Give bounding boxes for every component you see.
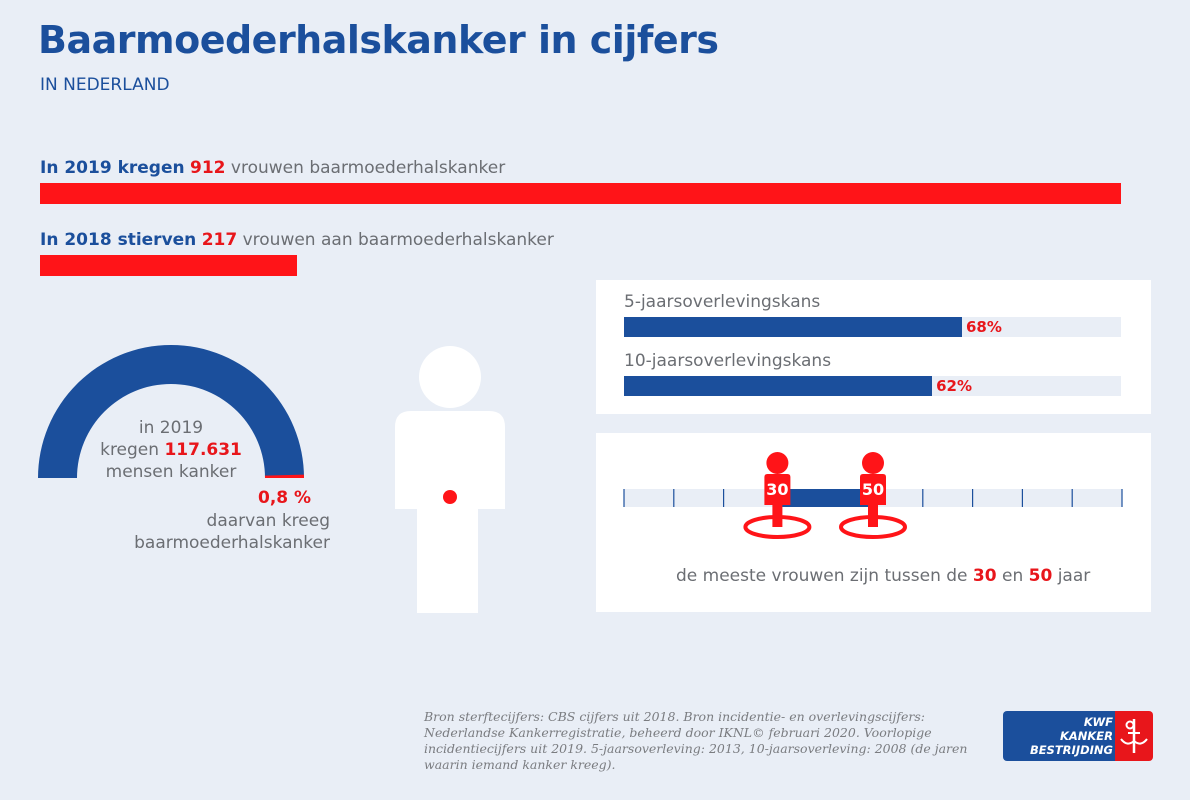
gauge-arc-total bbox=[38, 345, 304, 478]
source-footnote: Bron sterftecijfers: CBS cijfers uit 201… bbox=[424, 709, 968, 772]
person-head bbox=[419, 346, 481, 408]
survival-10yr-track: 62% bbox=[624, 376, 1121, 396]
survival-10yr-label: 10-jaarsoverlevingskans bbox=[624, 351, 832, 371]
survival-10yr-bar bbox=[624, 376, 933, 396]
page-subtitle: IN NEDERLAND bbox=[40, 75, 170, 95]
incidence-prefix: In 2019 kregen bbox=[40, 158, 185, 178]
logo-line2: KANKER bbox=[1059, 729, 1113, 743]
survival-5yr-label: 5-jaarsoverlevingskans bbox=[624, 292, 821, 312]
mortality-bar bbox=[40, 255, 297, 276]
mortality-statement: In 2018 stierven 217 vrouwen aan baarmoe… bbox=[40, 230, 554, 250]
logo-line1: KWF bbox=[1083, 715, 1113, 729]
gauge-share-line1: daarvan kreeg bbox=[206, 511, 330, 531]
page-title: Baarmoederhalskanker in cijfers bbox=[38, 18, 719, 62]
survival-5yr-value: 68% bbox=[965, 318, 1002, 336]
age-scale: 30 50 bbox=[623, 452, 1123, 539]
logo-line3: BESTRIJDING bbox=[1029, 743, 1113, 757]
incidence-statement: In 2019 kregen 912 vrouwen baarmoederhal… bbox=[40, 158, 505, 178]
person-body bbox=[395, 411, 505, 613]
survival-10yr-value: 62% bbox=[936, 377, 973, 395]
gauge-arc-share bbox=[264, 474, 304, 478]
mortality-suffix: vrouwen aan baarmoederhalskanker bbox=[242, 230, 554, 250]
age-text-suffix: jaar bbox=[1057, 566, 1091, 586]
gauge-chart bbox=[38, 345, 304, 478]
mortality-value: 217 bbox=[201, 230, 238, 250]
survival-5yr-track: 68% bbox=[624, 317, 1121, 337]
gauge-share-value: 0,8 % bbox=[258, 488, 312, 508]
kwf-logo: KWF KANKER BESTRIJDING bbox=[1003, 711, 1153, 761]
mortality-prefix: In 2018 stierven bbox=[40, 230, 197, 250]
gauge-line3: mensen kanker bbox=[105, 462, 237, 482]
gauge-total: 117.631 bbox=[164, 440, 242, 460]
incidence-value: 912 bbox=[190, 158, 226, 178]
gauge-line1: in 2019 bbox=[138, 418, 204, 438]
incidence-suffix: vrouwen baarmoederhalskanker bbox=[230, 158, 506, 178]
age-text-from: 30 bbox=[972, 566, 997, 586]
age-statement: de meeste vrouwen zijn tussen de 30 en 5… bbox=[676, 566, 1090, 586]
cervix-dot bbox=[443, 490, 457, 504]
gauge-share-caption: daarvan kreeg baarmoederhalskanker bbox=[60, 510, 330, 554]
age-marker-30: 30 bbox=[743, 452, 812, 539]
age-text-mid: en bbox=[1001, 566, 1024, 586]
age-text-to: 50 bbox=[1028, 566, 1053, 586]
age-marker-50-label: 50 bbox=[862, 480, 884, 499]
age-marker-50: 50 bbox=[839, 452, 907, 539]
gauge-line2: kregen 117.631 bbox=[76, 439, 266, 461]
gauge-share-line2: baarmoederhalskanker bbox=[134, 533, 330, 553]
gauge-line2-prefix: kregen bbox=[100, 440, 160, 460]
gauge-caption: in 2019 kregen 117.631 mensen kanker bbox=[76, 417, 266, 483]
age-marker-30-label: 30 bbox=[766, 480, 788, 499]
age-text-prefix: de meeste vrouwen zijn tussen de bbox=[676, 566, 968, 586]
person-silhouette bbox=[395, 346, 505, 613]
survival-5yr-bar bbox=[624, 317, 962, 337]
age-range-bar bbox=[773, 489, 873, 507]
sword-icon bbox=[1120, 719, 1148, 753]
incidence-bar bbox=[40, 183, 1121, 204]
